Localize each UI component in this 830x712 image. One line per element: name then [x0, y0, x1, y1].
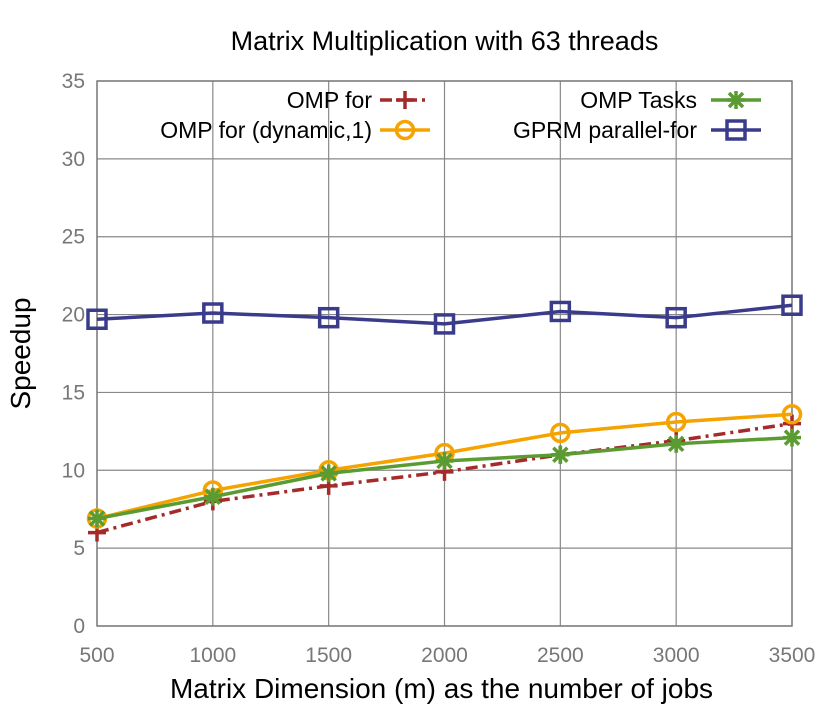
legend-entry-omp-for: OMP for [287, 87, 430, 113]
x-tick-label: 2000 [421, 644, 468, 667]
legend-entry-omp-tasks: OMP Tasks [580, 87, 761, 113]
data-point [203, 487, 222, 506]
data-point [665, 306, 687, 329]
y-tick-label: 25 [62, 226, 85, 249]
data-point [781, 294, 803, 316]
legend: OMP for OMP for (dynamic,1) OMP Tasks GPRM … [160, 87, 761, 143]
series-omp-tasks [88, 428, 801, 528]
grid [96, 80, 793, 627]
data-point [202, 302, 224, 324]
legend-marker [394, 119, 416, 141]
tick-labels: 500 1000 1500 2000 2500 3000 3500 0 5 10 15 20 25 30 3… [62, 70, 816, 667]
y-tick-label: 30 [62, 148, 85, 171]
data-point [433, 313, 456, 335]
series-layer [86, 294, 803, 542]
chart-title: Matrix Multiplication with 63 threads [231, 26, 659, 56]
data-point [551, 445, 570, 464]
x-axis-label: Matrix Dimension (m) as the number of jo… [170, 673, 713, 704]
data-point [783, 428, 801, 447]
legend-entry-gprm-parallel-for: GPRM parallel-for [513, 117, 761, 143]
legend-entry-omp-for-dynamic-1: OMP for (dynamic,1) [160, 117, 430, 143]
y-tick-label: 20 [62, 304, 85, 327]
data-point [667, 434, 686, 453]
x-tick-label: 2500 [537, 644, 584, 667]
y-tick-label: 0 [73, 615, 85, 638]
series-gprm-parallel-for [86, 294, 803, 335]
data-point [86, 308, 108, 330]
x-tick-label: 1000 [189, 644, 236, 667]
x-tick-label: 3500 [769, 644, 816, 667]
legend-label: OMP for [287, 87, 373, 113]
plot-frame [96, 80, 793, 627]
data-point [665, 411, 687, 433]
data-point [549, 300, 572, 323]
data-point [550, 422, 571, 444]
data-point [781, 403, 803, 425]
y-tick-label: 35 [62, 70, 85, 93]
y-tick-label: 10 [62, 459, 85, 482]
series-line [96, 303, 793, 326]
y-tick-label: 15 [62, 381, 85, 404]
data-point [319, 464, 338, 483]
x-tick-label: 500 [79, 644, 114, 667]
legend-label: OMP for (dynamic,1) [160, 117, 372, 143]
y-axis-label: Speedup [5, 297, 36, 409]
legend-label: OMP Tasks [580, 87, 697, 113]
legend-label: GPRM parallel-for [513, 117, 697, 143]
legend-marker [396, 91, 414, 109]
y-tick-label: 5 [73, 537, 85, 560]
data-point [435, 451, 454, 470]
x-tick-label: 1500 [305, 644, 352, 667]
legend-marker [725, 119, 747, 141]
x-tick-label: 3000 [653, 644, 700, 667]
data-point [88, 509, 106, 528]
legend-marker [727, 91, 745, 109]
data-point [317, 306, 340, 329]
